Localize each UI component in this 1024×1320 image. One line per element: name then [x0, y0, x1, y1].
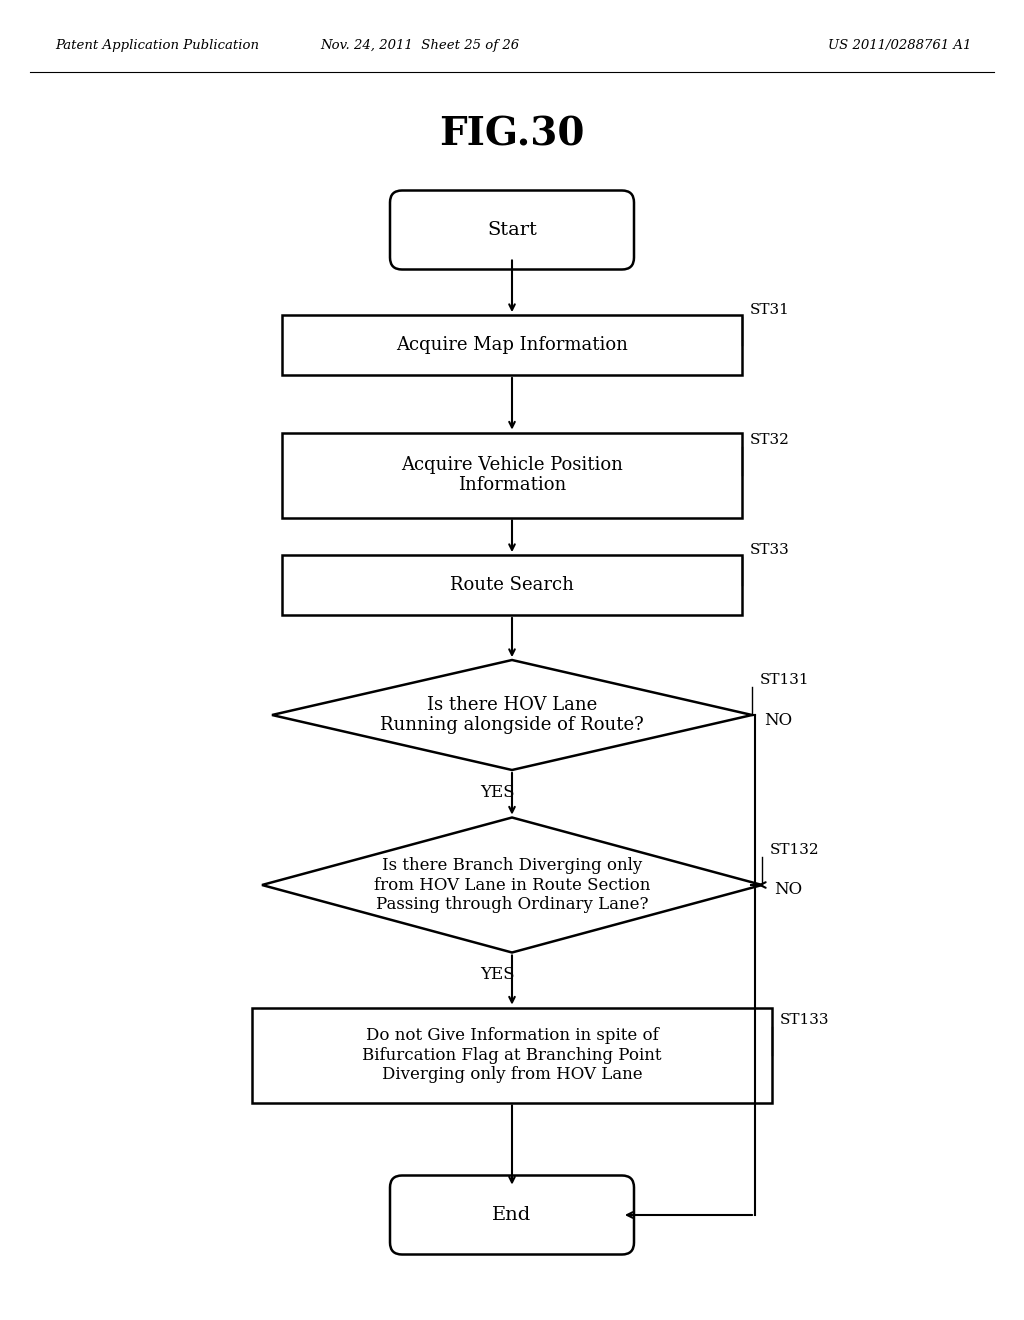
- Text: Nov. 24, 2011  Sheet 25 of 26: Nov. 24, 2011 Sheet 25 of 26: [321, 38, 519, 51]
- Text: ST32: ST32: [750, 433, 790, 447]
- Text: Do not Give Information in spite of
Bifurcation Flag at Branching Point
Divergin: Do not Give Information in spite of Bifu…: [362, 1027, 662, 1084]
- FancyBboxPatch shape: [282, 315, 742, 375]
- Polygon shape: [272, 660, 752, 770]
- Text: Patent Application Publication: Patent Application Publication: [55, 38, 259, 51]
- Text: Acquire Map Information: Acquire Map Information: [396, 337, 628, 354]
- Text: Is there HOV Lane
Running alongside of Route?: Is there HOV Lane Running alongside of R…: [380, 696, 644, 734]
- Text: ST33: ST33: [750, 543, 790, 557]
- Text: US 2011/0288761 A1: US 2011/0288761 A1: [828, 38, 972, 51]
- Polygon shape: [262, 817, 762, 953]
- Text: ST132: ST132: [770, 843, 819, 857]
- Text: ST131: ST131: [760, 673, 810, 686]
- Text: NO: NO: [774, 882, 802, 899]
- Text: NO: NO: [764, 711, 793, 729]
- Text: Acquire Vehicle Position
Information: Acquire Vehicle Position Information: [401, 455, 623, 495]
- FancyBboxPatch shape: [390, 1176, 634, 1254]
- FancyBboxPatch shape: [390, 190, 634, 269]
- Text: Start: Start: [487, 220, 537, 239]
- Text: FIG.30: FIG.30: [439, 116, 585, 154]
- Text: Is there Branch Diverging only
from HOV Lane in Route Section
Passing through Or: Is there Branch Diverging only from HOV …: [374, 857, 650, 913]
- FancyBboxPatch shape: [282, 554, 742, 615]
- Text: ST31: ST31: [750, 304, 790, 317]
- Text: End: End: [493, 1206, 531, 1224]
- Text: YES: YES: [479, 784, 514, 800]
- Text: Route Search: Route Search: [451, 576, 573, 594]
- FancyBboxPatch shape: [282, 433, 742, 517]
- Text: YES: YES: [479, 966, 514, 983]
- FancyBboxPatch shape: [252, 1007, 772, 1102]
- Text: ST133: ST133: [780, 1012, 829, 1027]
